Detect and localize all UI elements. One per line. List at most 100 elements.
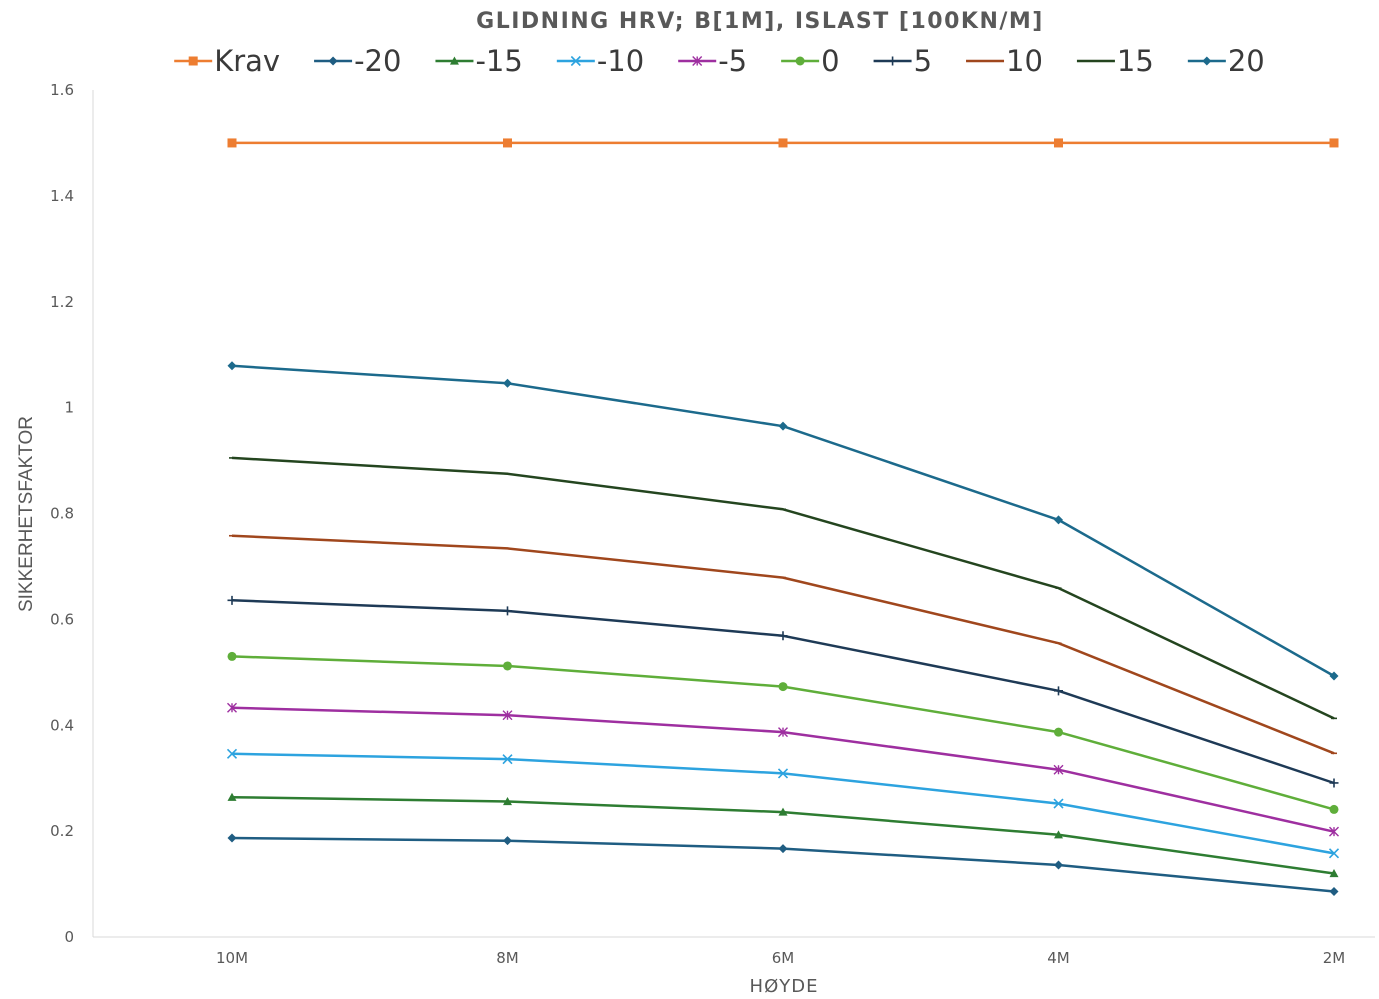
y-axis-ticks: 0 0.2 0.4 0.6 0.8 1 1.2 1.4 1.6 (50, 81, 74, 946)
y-tick-label: 0.2 (50, 822, 74, 840)
data-point-marker (1329, 138, 1339, 148)
data-point-marker (188, 56, 198, 66)
series-15 (229, 456, 1337, 720)
legend-label: Krav (214, 44, 280, 78)
series-line (231, 364, 1335, 678)
legend-label: 5 (914, 44, 932, 78)
data-point-marker (227, 361, 237, 371)
series-line (231, 534, 1335, 755)
x-tick-label: 6M (772, 949, 795, 967)
data-point-marker (1202, 56, 1212, 66)
legend-label: -10 (597, 44, 644, 78)
data-point-marker (1329, 778, 1339, 788)
data-point-marker (1328, 848, 1340, 859)
data-point-marker (1053, 798, 1064, 809)
data-point-marker (1329, 868, 1339, 878)
data-point-marker (778, 421, 788, 431)
series-Krav (227, 138, 1339, 148)
data-point-marker (1053, 764, 1064, 775)
data-point-marker (227, 595, 237, 605)
y-tick-label: 1.4 (50, 187, 74, 205)
data-point-marker (503, 378, 512, 388)
data-point-marker (503, 661, 512, 671)
legend-label: 0 (821, 44, 839, 78)
legend-item: Krav (174, 44, 280, 78)
data-point-marker (778, 807, 788, 816)
series-0 (227, 651, 1339, 814)
legend-item: -15 (435, 44, 523, 78)
series-line (231, 456, 1335, 720)
data-point-marker (227, 792, 237, 801)
data-point-marker (227, 651, 237, 661)
data-point-marker (778, 631, 788, 641)
plot-area (226, 138, 1340, 896)
legend-item: -5 (678, 44, 747, 78)
legend-label: -5 (718, 44, 747, 78)
y-tick-label: 1 (64, 399, 74, 417)
data-point-marker (226, 748, 238, 759)
data-point-marker (502, 710, 513, 721)
x-tick-label: 10M (216, 949, 248, 967)
data-point-marker (328, 56, 338, 66)
data-point-marker (1054, 515, 1063, 525)
data-point-marker (1054, 830, 1063, 839)
legend-label: 10 (1006, 44, 1043, 78)
data-point-marker (227, 702, 237, 713)
data-point-marker (1329, 671, 1339, 681)
y-tick-label: 1.6 (50, 81, 74, 99)
y-tick-label: 0.4 (50, 716, 74, 734)
legend-item: 5 (873, 44, 932, 78)
data-point-marker (1329, 804, 1339, 814)
data-point-marker (778, 844, 788, 854)
y-tick-label: 0 (64, 928, 74, 946)
legend-item: -20 (314, 44, 401, 78)
legend-label: 20 (1228, 44, 1265, 78)
data-point-marker (1054, 727, 1063, 737)
x-tick-label: 2M (1323, 949, 1346, 967)
data-point-marker (888, 56, 898, 66)
series-5 (227, 595, 1339, 788)
x-tick-label: 8M (496, 949, 519, 967)
data-point-marker (1329, 886, 1339, 896)
data-point-marker (777, 768, 789, 779)
y-tick-label: 0.6 (50, 610, 74, 628)
series-10 (229, 534, 1337, 755)
x-axis-title: HØYDE (750, 976, 819, 997)
series--15 (227, 792, 1339, 878)
data-point-marker (570, 55, 581, 67)
y-tick-label: 1.2 (50, 293, 74, 311)
data-point-marker (502, 754, 513, 765)
data-point-marker (1054, 138, 1063, 148)
data-point-marker (503, 796, 512, 806)
series-line (231, 599, 1335, 785)
series--20 (227, 833, 1339, 896)
legend-item: 0 (781, 44, 840, 78)
y-axis-title: SIKKERHETSFAKTOR (16, 416, 37, 612)
legend-label: -15 (475, 44, 522, 78)
data-point-marker (1329, 826, 1339, 837)
x-axis-ticks: 10M 8M 6M 4M 2M (216, 949, 1345, 967)
legend-item: 15 (1076, 44, 1154, 78)
series--5 (227, 702, 1339, 837)
legend-item: 10 (966, 44, 1043, 78)
legend: Krav -20 -15 -10 -5 0 5 10 15 20 (174, 44, 1265, 78)
legend-item: -10 (556, 44, 644, 78)
data-point-marker (778, 682, 788, 692)
data-point-marker (449, 56, 459, 65)
legend-item: 20 (1187, 44, 1265, 78)
data-point-marker (1054, 686, 1063, 696)
data-point-marker (795, 56, 805, 66)
x-tick-label: 4M (1047, 949, 1070, 967)
data-point-marker (503, 138, 512, 148)
series--10 (226, 748, 1340, 859)
data-point-marker (692, 56, 703, 66)
y-tick-label: 0.8 (50, 505, 74, 523)
data-point-marker (227, 138, 237, 148)
data-point-marker (778, 138, 788, 148)
series-20 (227, 361, 1339, 681)
data-point-marker (227, 833, 237, 843)
data-point-marker (1054, 860, 1063, 870)
data-point-marker (503, 606, 512, 616)
chart-title: GLIDNING HRV; B[1M], ISLAST [100KN/M] (476, 9, 1044, 34)
